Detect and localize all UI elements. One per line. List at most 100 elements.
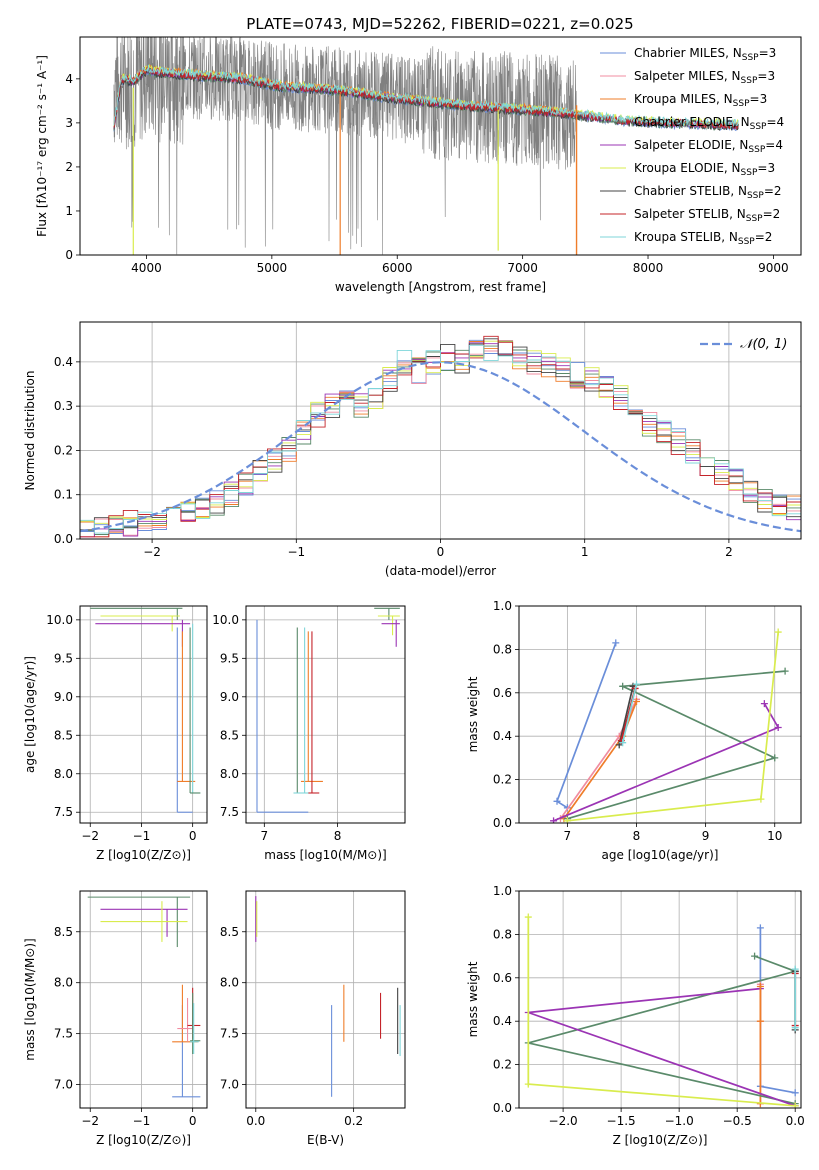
y-tick-label: 0.0: [493, 816, 512, 830]
y-tick-label: 1: [65, 204, 73, 218]
y-axis-label: mass weight: [466, 961, 480, 1037]
x-tick-label: −1.5: [607, 1114, 636, 1128]
y-tick-label: 4: [65, 72, 73, 86]
x-tick-label: −0.5: [723, 1114, 752, 1128]
weight-age-marker: [781, 667, 789, 675]
x-tick-label: 2: [725, 545, 733, 559]
observed-spectrum: [113, 37, 577, 255]
y-tick-label: 7.5: [54, 1027, 73, 1041]
y-tick-label: 7.0: [220, 1078, 239, 1092]
weight-age-marker: [633, 680, 640, 688]
residual-histogram: [80, 335, 801, 538]
x-tick-label: 0.0: [786, 1114, 805, 1128]
y-tick-label: 0.2: [493, 1058, 512, 1072]
weight-z-marker: [751, 952, 759, 960]
axes-frame: [245, 605, 406, 824]
weight-age-marker: [774, 724, 782, 732]
x-tick-label: 9000: [758, 261, 789, 275]
y-tick-label: 0.2: [493, 773, 512, 787]
x-tick-label: 6000: [382, 261, 413, 275]
weight-age-marker: [757, 795, 765, 803]
weight-z-line: [528, 987, 796, 1107]
y-tick-label: 9.5: [220, 651, 239, 665]
plot-area-age-mass: [246, 606, 405, 823]
weight-age-marker: [619, 682, 627, 690]
weight-z-line: [528, 955, 798, 1105]
weight-age-marker: [633, 697, 640, 705]
x-tick-label: 5000: [257, 261, 288, 275]
y-tick-label: 8.0: [54, 767, 73, 781]
y-tick-label: 3: [65, 116, 73, 130]
x-axis-label: Z [log10(Z/Z⊙)]: [96, 1133, 191, 1147]
x-tick-label: 10: [767, 829, 782, 843]
legend-label: Kroupa STELIB, NSSP=2: [634, 230, 772, 247]
legend-label: Chabrier STELIB, NSSP=2: [634, 184, 782, 201]
x-tick-label: −2: [81, 829, 99, 843]
figure-title: PLATE=0743, MJD=52262, FIBERID=0221, z=0…: [246, 15, 633, 33]
x-axis-label: E(B-V): [307, 1133, 344, 1147]
y-tick-label: 9.0: [220, 690, 239, 704]
x-tick-label: −2: [81, 1114, 99, 1128]
x-tick-label: 7: [564, 829, 572, 843]
legend-label: 𝒩(0, 1): [740, 337, 787, 352]
x-tick-label: −1: [287, 545, 305, 559]
legend: Chabrier MILES, NSSP=3 Salpeter MILES, NS…: [600, 46, 784, 247]
y-tick-label: 8.5: [220, 728, 239, 742]
x-tick-label: 0: [189, 1114, 197, 1128]
axes-frame: [518, 890, 802, 1109]
weight-age-marker: [760, 700, 768, 708]
panel-mass-Z: −2 −1 0 7.0 7.5 8.0 8.5 Z [log10(Z/Z⊙)] mass [lo…: [23, 890, 208, 1147]
y-tick-label: 0.8: [493, 927, 512, 941]
y-tick-label: 0.0: [493, 1101, 512, 1115]
x-tick-label: −1.0: [665, 1114, 694, 1128]
plot-area-mass-EBV: [246, 891, 405, 1108]
residual-histogram: [80, 344, 801, 534]
y-tick-label: 0.4: [54, 355, 73, 369]
panel-residuals: −2 −1 0 1 2 0.0 0.1 0.2 0.3 0.4 (data-model)/error…: [23, 321, 802, 578]
weight-age-marker: [553, 797, 561, 805]
y-tick-label: 9.5: [54, 651, 73, 665]
plot-area-mass-Z: [80, 891, 207, 1108]
x-tick-label: 9: [702, 829, 710, 843]
weight-age-line: [621, 683, 638, 743]
x-axis-label: wavelength [Angstrom, rest frame]: [335, 280, 546, 294]
weight-age-marker: [619, 739, 627, 747]
weight-z-marker: [791, 1089, 799, 1097]
x-axis-label: (data-model)/error: [385, 564, 496, 578]
y-tick-label: 8.0: [220, 767, 239, 781]
weight-age-line: [618, 686, 634, 746]
y-axis-label: Flux [fλ10⁻¹⁷ erg cm⁻² s⁻¹ A⁻¹]: [35, 55, 49, 237]
legend-label: Kroupa MILES, NSSP=3: [634, 92, 767, 109]
plot-area-weight-age: [519, 606, 801, 823]
panel-age-Z: −2 −1 0 7.5 8.0 8.5 9.0 9.5 10.0 Z [log10(Z/Z⊙)] a…: [23, 605, 208, 862]
weight-z-line: [527, 917, 796, 1107]
x-tick-label: 7: [260, 829, 268, 843]
axes-frame: [79, 890, 208, 1109]
y-tick-label: 1.0: [493, 599, 512, 613]
y-tick-label: 0.8: [493, 642, 512, 656]
y-tick-label: 10.0: [212, 613, 239, 627]
x-tick-label: 0.0: [246, 1114, 265, 1128]
x-axis-label: Z [log10(Z/Z⊙)]: [96, 848, 191, 862]
y-tick-label: 8.0: [220, 976, 239, 990]
axes-frame: [79, 36, 802, 256]
x-axis-label: mass [log10(M/M⊙)]: [264, 848, 386, 862]
y-tick-label: 2: [65, 160, 73, 174]
panel-age-mass: 7 8 7.5 8.0 8.5 9.0 9.5 10.0 mass [log10(M/M⊙)]: [212, 605, 406, 862]
y-tick-label: 8.0: [54, 976, 73, 990]
panel-mass-EBV: 0.0 0.2 7.0 7.5 8.0 8.5 E(B-V): [220, 890, 406, 1147]
weight-age-marker: [771, 754, 779, 762]
y-axis-label: age [log10(age/yr)]: [23, 656, 37, 773]
y-tick-label: 10.0: [46, 613, 73, 627]
weight-age-line: [567, 670, 786, 820]
x-tick-label: 8000: [633, 261, 664, 275]
y-axis-label: Normed distribution: [23, 371, 37, 491]
panel-weight-age: 7 8 9 10 0.0 0.2 0.4 0.6 0.8 1.0 age [log10(age/yr…: [466, 599, 802, 862]
y-tick-label: 1.0: [493, 884, 512, 898]
plot-area-age-Z: [80, 606, 207, 823]
y-tick-label: 0.2: [54, 443, 73, 457]
y-tick-label: 0.4: [493, 1014, 512, 1028]
plot-area-residuals: [80, 322, 801, 539]
y-tick-label: 0.4: [493, 729, 512, 743]
